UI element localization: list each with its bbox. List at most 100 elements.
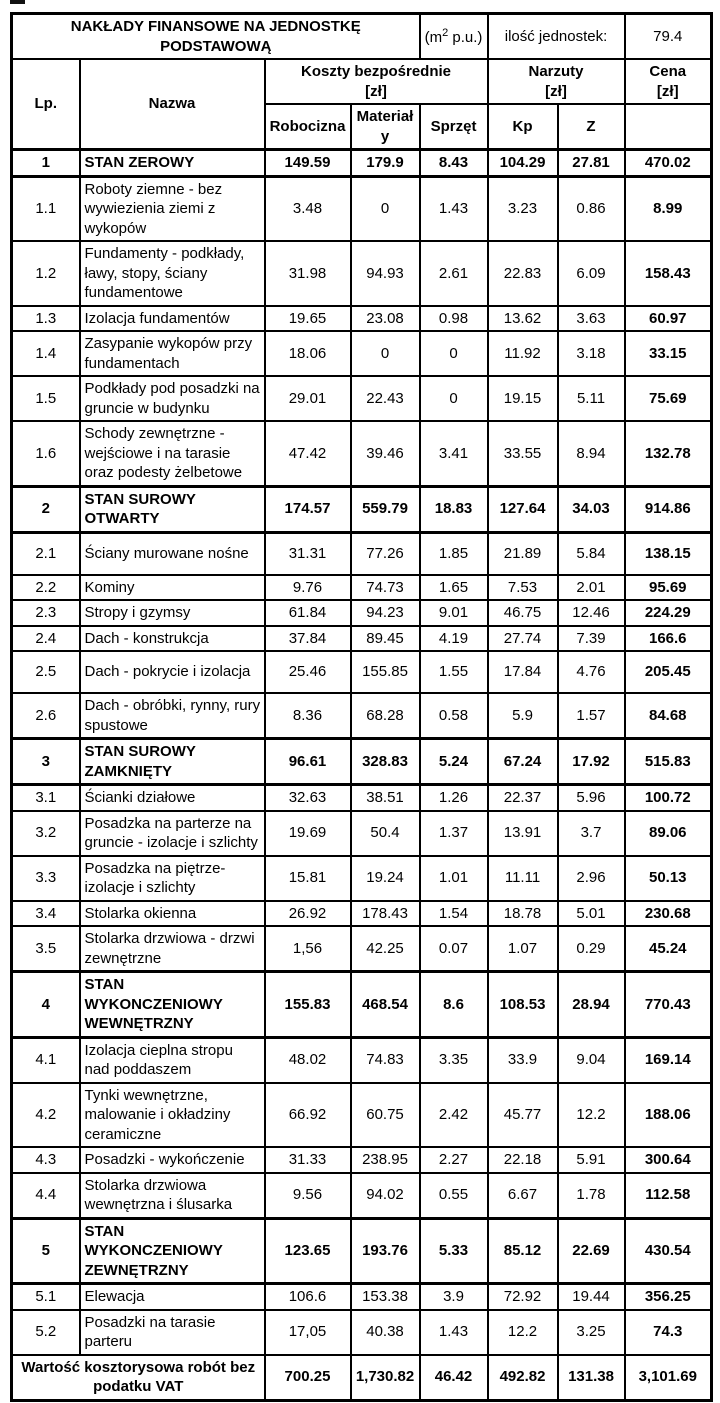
item-row-2.2: 2.2 Kominy 9.76 74.73 1.65 7.53 2.01 95.69 [10,573,713,601]
z-cell: 7.39 [556,624,626,652]
kp-cell: 85.12 [486,1216,559,1285]
z-cell: 3.18 [556,330,626,377]
item-row-2.3: 2.3 Stropy i gzymsy 61.84 94.23 9.01 46.75 12.… [10,599,713,627]
total-z: 131.38 [556,1353,626,1401]
kp-cell: 1.07 [486,925,559,973]
sprzet-cell: 1.54 [418,899,489,927]
robocizna-cell: 19.65 [263,304,352,332]
lp-cell: 1.3 [10,304,81,332]
item-row-1.1: 1.1 Roboty ziemne - bez wywiezienia ziemi… [10,175,713,242]
robocizna-cell: 15.81 [263,854,352,902]
materialy-cell: 193.76 [349,1216,421,1285]
col-header-z: Z [556,103,626,151]
total-materialy: 1,730.82 [349,1353,421,1401]
sprzet-cell: 1.01 [418,854,489,902]
z-cell: 2.01 [556,573,626,601]
robocizna-cell: 8.36 [263,692,352,740]
koszty-group-label: Koszty bezpośrednie [300,63,452,80]
item-row-1.6: 1.6 Schody zewnętrzne - wejściowe i na ta… [10,420,713,487]
cena-cell: 33.15 [623,330,713,377]
cena-cell: 50.13 [623,854,713,902]
cena-cell: 74.3 [623,1308,713,1356]
lp-cell: 2.2 [10,573,81,601]
z-cell: 34.03 [556,484,626,534]
sprzet-cell: 18.83 [418,484,489,534]
name-cell: Stolarka drzwiowa - drzwi zewnętrzne [78,925,266,973]
unit-text-suffix: p.u.) [448,28,483,46]
title-row: NAKŁADY FINANSOWE NA JEDNOSTKĘ PODSTAWOW… [10,12,713,60]
cena-cell: 169.14 [623,1036,713,1084]
robocizna-cell: 48.02 [263,1036,352,1084]
materialy-cell: 153.38 [349,1282,421,1311]
z-cell: 0.29 [556,925,626,973]
col-header-robocizna: Robocizna [263,103,352,151]
kp-cell: 22.18 [486,1146,559,1174]
col-group-koszty-bezposrednie: Koszty bezpośrednie [zł] [263,58,489,105]
z-cell: 2.96 [556,854,626,902]
robocizna-cell: 26.92 [263,899,352,927]
robocizna-cell: 149.59 [263,148,352,178]
lp-cell: 4.2 [10,1081,81,1148]
materialy-cell: 77.26 [349,531,421,576]
cena-cell: 8.99 [623,175,713,242]
z-cell: 3.63 [556,304,626,332]
kp-cell: 3.23 [486,175,559,242]
section-row-4: 4 STAN WYKONCZENIOWY WEWNĘTRZNY 155.83 468.… [10,970,713,1039]
narzuty-group-unit: [zł] [545,82,567,100]
kp-cell: 46.75 [486,599,559,627]
cost-estimate-table: NAKŁADY FINANSOWE NA JEDNOSTKĘ PODSTAWOW… [10,12,714,1402]
materialy-cell: 60.75 [349,1081,421,1148]
lp-cell: 5.2 [10,1308,81,1356]
total-cena: 3,101.69 [623,1353,713,1401]
materialy-cell: 94.23 [349,599,421,627]
z-cell: 4.76 [556,650,626,694]
item-row-2.6: 2.6 Dach - obróbki, rynny, rury spustowe 8… [10,692,713,740]
col-header-materialy: Materiały [349,103,421,151]
sprzet-cell: 4.19 [418,624,489,652]
cena-cell: 770.43 [623,970,713,1039]
units-count-value: 79.4 [623,12,713,60]
name-cell: Zasypanie wykopów przy fundamentach [78,330,266,377]
materialy-cell: 74.83 [349,1036,421,1084]
sprzet-cell: 3.9 [418,1282,489,1311]
kp-cell: 45.77 [486,1081,559,1148]
item-row-4.1: 4.1 Izolacja cieplna stropu nad poddaszem… [10,1036,713,1084]
robocizna-cell: 123.65 [263,1216,352,1285]
cena-cell: 132.78 [623,420,713,487]
sprzet-cell: 1.43 [418,175,489,242]
item-row-2.5: 2.5 Dach - pokrycie i izolacja 25.46 155.85… [10,650,713,694]
kp-cell: 22.37 [486,783,559,812]
sprzet-cell: 8.43 [418,148,489,178]
kp-cell: 127.64 [486,484,559,534]
sprzet-cell: 9.01 [418,599,489,627]
item-row-1.3: 1.3 Izolacja fundamentów 19.65 23.08 0.98 13.… [10,304,713,332]
robocizna-cell: 37.84 [263,624,352,652]
lp-cell: 3 [10,737,81,786]
robocizna-cell: 155.83 [263,970,352,1039]
sprzet-cell: 1.85 [418,531,489,576]
name-cell: STAN SUROWY ZAMKNIĘTY [78,737,266,786]
section-row-5: 5 STAN WYKONCZENIOWY ZEWNĘTRZNY 123.65 193.… [10,1216,713,1285]
lp-cell: 3.5 [10,925,81,973]
name-cell: Dach - obróbki, rynny, rury spustowe [78,692,266,740]
robocizna-cell: 106.6 [263,1282,352,1311]
section-row-1: 1 STAN ZEROWY 149.59 179.9 8.43 104.29 27.81 47… [10,148,713,178]
robocizna-cell: 17,05 [263,1308,352,1356]
lp-cell: 1.5 [10,375,81,422]
kp-cell: 27.74 [486,624,559,652]
robocizna-cell: 32.63 [263,783,352,812]
robocizna-cell: 31.31 [263,531,352,576]
kp-cell: 6.67 [486,1171,559,1219]
kp-cell: 104.29 [486,148,559,178]
item-row-3.3: 3.3 Posadzka na piętrze- izolacje i szlic… [10,854,713,902]
materialy-cell: 68.28 [349,692,421,740]
z-cell: 6.09 [556,240,626,307]
sprzet-cell: 2.61 [418,240,489,307]
lp-cell: 4.1 [10,1036,81,1084]
z-cell: 1.78 [556,1171,626,1219]
lp-cell: 5 [10,1216,81,1285]
z-cell: 0.86 [556,175,626,242]
col-header-nazwa: Nazwa [78,58,266,151]
item-row-2.1: 2.1 Ściany murowane nośne 31.31 77.26 1.85 21… [10,531,713,576]
col-header-lp: Lp. [10,58,81,151]
